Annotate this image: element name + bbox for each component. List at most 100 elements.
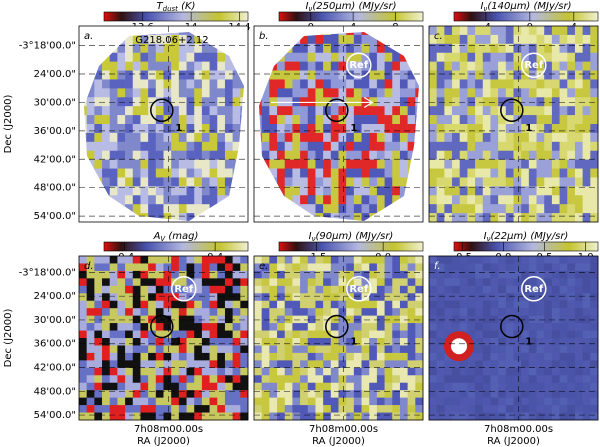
map-pixel xyxy=(505,338,514,346)
map-pixel xyxy=(292,397,301,406)
map-pixel xyxy=(346,32,355,36)
map-pixel xyxy=(528,293,537,302)
map-pixel xyxy=(467,34,476,45)
map-pixel xyxy=(307,397,316,406)
map-pixel xyxy=(194,360,203,369)
map-pixel xyxy=(346,61,355,71)
map-pixel xyxy=(353,270,362,279)
map-pixel xyxy=(521,177,530,187)
map-pixel xyxy=(498,352,507,361)
map-pixel xyxy=(178,213,187,221)
map-pixel xyxy=(315,168,324,178)
map-pixel xyxy=(399,300,408,309)
map-pixel xyxy=(261,382,270,391)
map-pixel xyxy=(140,352,149,361)
map-pixel xyxy=(323,106,332,116)
map-pixel xyxy=(117,61,126,71)
map-pixel xyxy=(513,88,522,98)
map-pixel xyxy=(399,106,408,116)
map-pixel xyxy=(436,315,445,324)
map-pixel xyxy=(224,315,233,324)
map-pixel xyxy=(330,79,339,89)
map-pixel xyxy=(209,293,218,302)
map-pixel xyxy=(551,52,560,62)
map-pixel xyxy=(353,367,362,376)
colorbar xyxy=(453,11,599,22)
map-pixel xyxy=(346,213,355,221)
map-pixel xyxy=(148,61,157,71)
map-pixel xyxy=(117,52,126,62)
map-pixel xyxy=(505,43,514,54)
map-pixel xyxy=(346,390,355,398)
map-pixel xyxy=(361,397,370,406)
map-pixel xyxy=(559,278,568,287)
map-pixel xyxy=(436,345,445,354)
map-pixel xyxy=(269,70,278,80)
map-pixel xyxy=(392,412,401,421)
map-pixel xyxy=(148,159,157,169)
map-pixel xyxy=(155,278,164,287)
map-pixel xyxy=(574,88,583,98)
map-pixel xyxy=(475,345,484,354)
map-pixel xyxy=(482,159,491,169)
map-pixel xyxy=(353,256,362,264)
arrow-head xyxy=(363,96,374,108)
map-pixel xyxy=(536,375,545,384)
map-pixel xyxy=(475,177,484,187)
map-pixel xyxy=(475,308,484,316)
map-pixel xyxy=(582,293,591,302)
map-pixel xyxy=(498,97,507,107)
map-pixel xyxy=(148,263,157,272)
source-circle xyxy=(150,98,174,123)
map-pixel xyxy=(436,293,445,302)
map-pixel xyxy=(551,323,560,331)
map-pixel xyxy=(186,79,195,89)
map-pixel xyxy=(209,367,218,376)
map-pixel xyxy=(330,124,339,134)
map-pixel xyxy=(148,405,157,413)
map-pixel xyxy=(232,390,241,398)
map-pixel xyxy=(240,338,249,346)
map-pixel xyxy=(109,106,118,116)
map-pixel xyxy=(467,132,476,143)
map-pixel xyxy=(429,330,437,339)
map-pixel xyxy=(186,168,195,178)
map-pixel xyxy=(224,300,233,309)
map-pixel xyxy=(186,345,195,354)
map-pixel xyxy=(132,360,141,369)
map-pixel xyxy=(513,382,522,391)
map-pixel xyxy=(407,323,416,331)
map-pixel xyxy=(521,263,530,272)
map-pixel xyxy=(254,367,262,376)
map-pixel xyxy=(117,375,126,384)
map-pixel xyxy=(79,323,87,331)
map-pixel xyxy=(392,405,401,413)
map-pixel xyxy=(567,315,576,324)
map-pixel xyxy=(429,70,437,80)
map-pixel xyxy=(436,70,445,80)
map-pixel xyxy=(232,106,241,116)
map-pixel xyxy=(102,338,111,346)
map-pixel xyxy=(407,390,416,398)
map-pixel xyxy=(475,213,484,223)
map-pixel xyxy=(467,360,476,369)
map-pixel xyxy=(513,132,522,143)
map-pixel xyxy=(467,106,476,116)
map-pixel xyxy=(452,360,461,369)
map-pixel xyxy=(315,323,324,331)
map-pixel xyxy=(109,293,118,302)
map-pixel xyxy=(140,177,149,187)
map-pixel xyxy=(148,412,157,421)
map-pixel xyxy=(178,168,187,178)
map-pixel xyxy=(292,285,301,294)
map-pixel xyxy=(155,115,164,125)
colorbar-label: Iν(22μm) (MJy/sr) xyxy=(484,231,569,243)
map-pixel xyxy=(376,360,385,369)
map-pixel xyxy=(125,315,134,324)
map-pixel xyxy=(338,382,347,391)
map-pixel xyxy=(559,159,568,169)
map-pixel xyxy=(300,390,309,398)
map-pixel xyxy=(346,115,355,125)
